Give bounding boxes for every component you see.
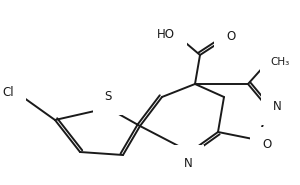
Text: CH₃: CH₃ [270,57,289,67]
Text: O: O [262,139,271,152]
Text: S: S [104,90,112,103]
Text: N: N [273,100,282,114]
Text: O: O [226,29,235,43]
Text: Cl: Cl [2,85,14,98]
Text: HO: HO [157,28,175,41]
Text: N: N [184,157,192,170]
